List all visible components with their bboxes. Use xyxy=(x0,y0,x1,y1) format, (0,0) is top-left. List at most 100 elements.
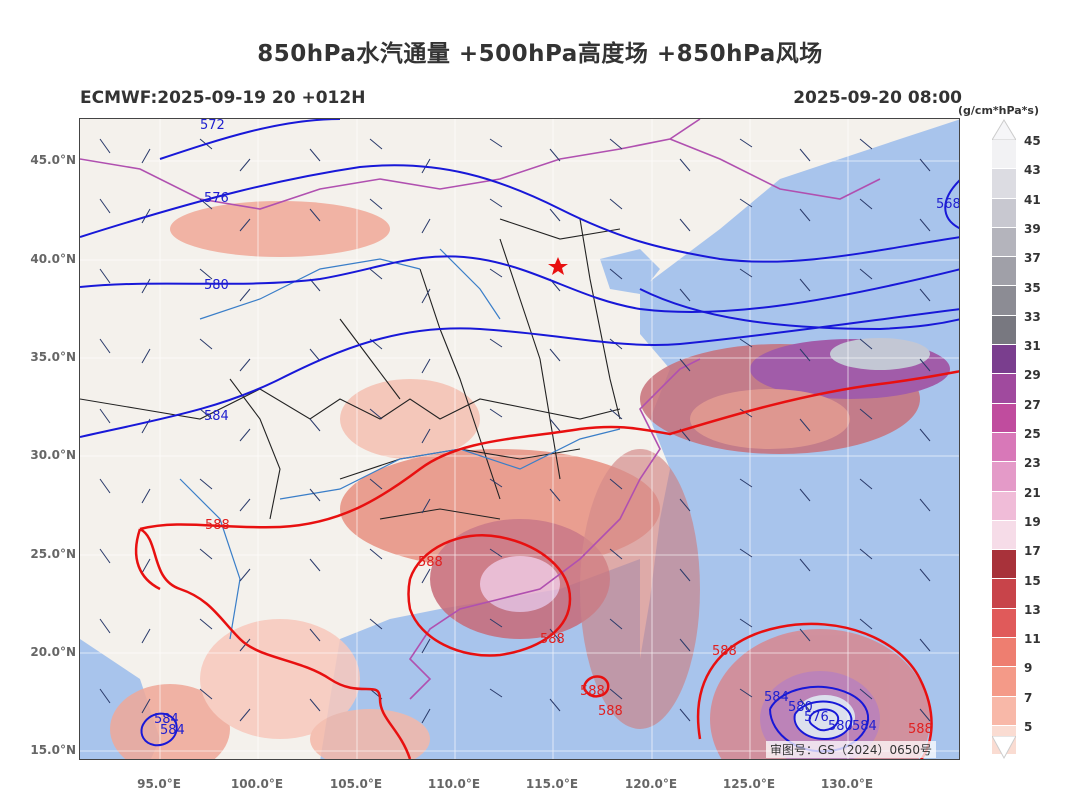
colorbar-tick-label: 17 xyxy=(1024,544,1041,559)
lon-tick-120: 120.0°E xyxy=(624,777,678,791)
label-588-4: 588 xyxy=(712,644,737,659)
lat-tick-35: 35.0°N xyxy=(30,350,76,364)
label-576-ty: 576 xyxy=(804,710,829,725)
colorbar-segment xyxy=(992,462,1016,492)
colorbar-segment xyxy=(992,198,1016,228)
colorbar-tick-label: 31 xyxy=(1024,339,1041,354)
label-584-sw1: 584 xyxy=(154,712,179,727)
lat-lon-grid xyxy=(80,119,959,759)
colorbar-tick-label: 35 xyxy=(1024,280,1041,295)
label-588-2: 588 xyxy=(418,555,443,570)
label-588-5: 588 xyxy=(580,684,605,699)
colorbar-segment xyxy=(992,432,1016,463)
label-588-7: 588 xyxy=(908,722,933,737)
colorbar-tick-label: 9 xyxy=(1024,661,1033,676)
colorbar-tick-label: 27 xyxy=(1024,397,1041,412)
contour-588-trough xyxy=(134,528,161,591)
chart-title: 850hPa水汽通量 +500hPa高度场 +850hPa风场 xyxy=(257,41,823,67)
colorbar-segment xyxy=(992,169,1016,199)
colorbar-segment xyxy=(992,286,1016,316)
contour-588-typhoon xyxy=(696,622,933,759)
colorbar-tick-label: 33 xyxy=(1024,309,1041,324)
model-run-label: ECMWF:2025-09-19 20 +012H xyxy=(80,88,366,108)
lon-tick-110: 110.0°E xyxy=(427,777,481,791)
colorbar-segment xyxy=(992,520,1016,551)
colorbar-segment xyxy=(992,315,1016,346)
lon-tick-115: 115.0°E xyxy=(525,777,579,791)
colorbar-tick-label: 39 xyxy=(1024,221,1041,236)
colorbar-segment xyxy=(992,140,1016,170)
contour-588-scs-cell xyxy=(407,534,572,657)
cyclone-576 xyxy=(808,708,840,732)
lat-tick-20: 20.0°N xyxy=(30,645,76,659)
label-584-sw2: 584 xyxy=(160,723,185,738)
valid-time-label: 2025-09-20 08:00 xyxy=(793,88,962,108)
label-584-ty2: 584 xyxy=(852,719,877,734)
colorbar-segment xyxy=(992,638,1016,668)
lon-tick-125: 125.0°E xyxy=(722,777,776,791)
lat-tick-15: 15.0°N xyxy=(30,743,76,757)
colorbar-tick-label: 45 xyxy=(1024,134,1041,148)
colorbar-top-arrow xyxy=(992,119,1016,140)
colorbar-tick-label: 41 xyxy=(1024,192,1041,207)
beijing-star-icon xyxy=(548,257,568,275)
colorbar-tick-label: 37 xyxy=(1024,251,1041,266)
contour-568 xyxy=(944,179,959,229)
lat-tick-45: 45.0°N xyxy=(30,153,76,167)
lon-tick-95: 95.0°E xyxy=(137,777,181,791)
lat-tick-30: 30.0°N xyxy=(30,448,76,462)
colorbar-tick-label: 25 xyxy=(1024,427,1041,441)
cyclone-584-outer xyxy=(769,685,870,753)
colorbar-segment xyxy=(992,374,1016,404)
label-576: 576 xyxy=(204,191,229,206)
colorbar-tick-label: 21 xyxy=(1024,485,1041,500)
label-580-ty: 580 xyxy=(788,700,813,715)
colorbar-segment xyxy=(992,257,1016,287)
colorbar-tick-label: 15 xyxy=(1024,573,1041,588)
colorbar-tick-label: 13 xyxy=(1024,602,1041,617)
colorbar-tick-label: 19 xyxy=(1024,514,1041,529)
label-572: 572 xyxy=(200,119,225,133)
sw-low-584 xyxy=(140,712,178,747)
map-review-stamp: 审图号：GS（2024）0650号 xyxy=(766,741,936,758)
lat-tick-25: 25.0°N xyxy=(30,547,76,561)
colorbar-segment xyxy=(992,345,1016,375)
label-584-ty1: 584 xyxy=(764,690,789,705)
contour-576 xyxy=(80,164,959,263)
colorbar-tick-label: 23 xyxy=(1024,456,1041,471)
colorbar-tick-label: 29 xyxy=(1024,368,1041,383)
national-border xyxy=(80,119,881,700)
colorbar-tick-label: 43 xyxy=(1024,163,1041,178)
label-580: 580 xyxy=(204,278,229,293)
colorbar-segment xyxy=(992,608,1016,639)
height-contours-blue xyxy=(80,119,959,753)
colorbar-tick-label: 7 xyxy=(1024,690,1033,705)
lon-tick-100: 100.0°E xyxy=(230,777,284,791)
colorbar-segment xyxy=(992,579,1016,609)
cyclone-580 xyxy=(793,700,853,741)
weather-map: 588 588 588 588 588 588 588 572 576 580 … xyxy=(79,118,960,760)
colorbar-segment xyxy=(992,550,1016,580)
lon-tick-105: 105.0°E xyxy=(329,777,383,791)
colorbar-unit: (g/cm*hPa*s) xyxy=(958,104,1040,117)
contour-584-east xyxy=(639,288,959,331)
colorbar-segment xyxy=(992,403,1016,433)
contour-572 xyxy=(159,119,341,160)
label-568: 568 xyxy=(936,197,960,212)
label-588-6: 588 xyxy=(598,704,623,719)
colorbar-tick-label: 11 xyxy=(1024,632,1041,647)
blue-contour-labels: 572 576 580 584 568 584 584 584 580 576 … xyxy=(154,119,960,738)
red-contour-labels: 588 588 588 588 588 588 588 xyxy=(205,518,933,737)
height-contours-red xyxy=(134,370,959,759)
label-580-ty2: 580 xyxy=(828,719,853,734)
colorbar-bottom-arrow xyxy=(992,736,1016,760)
colorbar-segment xyxy=(992,491,1016,521)
lon-tick-130: 130.0°E xyxy=(820,777,874,791)
contour-588-main xyxy=(139,370,959,531)
lat-tick-40: 40.0°N xyxy=(30,252,76,266)
colorbar-segment xyxy=(992,667,1016,697)
colorbar-segment xyxy=(992,696,1016,726)
colorbar xyxy=(992,140,1016,756)
contour-588-south-loop xyxy=(139,527,412,759)
label-584: 584 xyxy=(204,409,229,424)
